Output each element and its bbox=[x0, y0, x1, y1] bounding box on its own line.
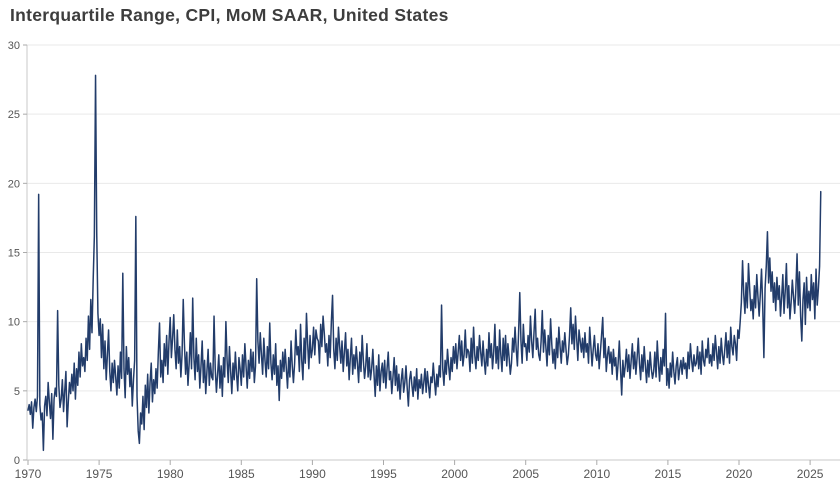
x-tick-label: 2015 bbox=[655, 467, 682, 481]
x-tick-label: 1990 bbox=[299, 467, 326, 481]
y-tick-label: 25 bbox=[8, 109, 20, 121]
y-tick-label: 20 bbox=[8, 178, 20, 190]
x-tick-label: 1970 bbox=[15, 467, 42, 481]
x-tick-label: 1985 bbox=[228, 467, 255, 481]
gridlines bbox=[27, 44, 840, 461]
y-tick-label: 10 bbox=[8, 317, 20, 329]
x-tick-label: 1975 bbox=[86, 467, 113, 481]
x-tick-label: 1995 bbox=[370, 467, 397, 481]
x-tick-label: 2010 bbox=[583, 467, 610, 481]
y-tick-label: 0 bbox=[14, 455, 20, 467]
x-tick-label: 1980 bbox=[157, 467, 184, 481]
y-tick-label: 5 bbox=[14, 386, 20, 398]
chart-title: Interquartile Range, CPI, MoM SAAR, Unit… bbox=[10, 5, 449, 25]
x-tick-label: 2025 bbox=[797, 467, 824, 481]
y-axis-ticks: 0 5 10 15 20 25 30 bbox=[8, 40, 27, 467]
series-line bbox=[27, 74, 822, 452]
x-axis-ticks: 1970 1975 1980 1985 1990 1995 2000 2005 2010 2015… bbox=[15, 460, 824, 481]
x-tick-label: 2020 bbox=[726, 467, 753, 481]
y-tick-label: 15 bbox=[8, 248, 20, 260]
x-tick-label: 2005 bbox=[512, 467, 539, 481]
y-tick-label: 30 bbox=[8, 40, 20, 52]
x-tick-label: 2000 bbox=[441, 467, 468, 481]
